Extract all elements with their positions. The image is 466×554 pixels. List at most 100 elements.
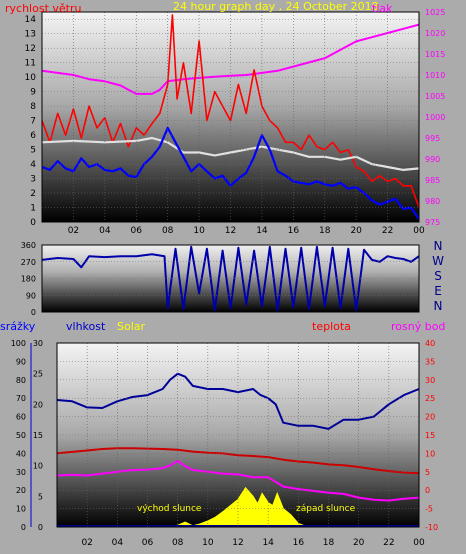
humidity-y-tick-label: 20 xyxy=(33,400,43,409)
x-tick-label: 18 xyxy=(319,226,331,236)
wind-y-tick-label: 8 xyxy=(30,102,36,112)
pressure-y-tick-label: 1010 xyxy=(425,71,445,80)
rain-y-tick-label: 40 xyxy=(16,449,26,458)
wind-y-tick-label: 10 xyxy=(25,73,37,83)
wind-direction-line xyxy=(41,245,420,312)
direction-y-tick-label: 0 xyxy=(31,308,36,317)
rain-y-tick-label: 30 xyxy=(16,468,26,477)
weather-plot-border xyxy=(56,342,420,528)
x-tick-label: 10 xyxy=(193,226,205,236)
dewpoint-line xyxy=(56,459,420,502)
solar-area xyxy=(171,486,308,528)
compass-label: N xyxy=(434,239,443,253)
x-tick-label: 06 xyxy=(142,538,154,548)
wind-y-tick-label: 9 xyxy=(30,88,36,98)
compass-label: S xyxy=(434,269,442,283)
temperature-y-tick-label: 30 xyxy=(425,376,435,385)
temperature-y-tick-label: 40 xyxy=(425,339,435,348)
humidity-label: vlhkost xyxy=(66,320,106,333)
direction-y-tick-label: 180 xyxy=(21,275,36,284)
pressure-y-tick-label: 980 xyxy=(425,197,440,206)
compass-label: N xyxy=(434,299,443,313)
pressure-y-tick-label: 975 xyxy=(425,218,440,227)
x-tick-label: 22 xyxy=(383,538,394,548)
wind-average-line xyxy=(41,136,420,171)
wind-y-tick-label: 12 xyxy=(25,44,36,54)
sunrise-annotation: východ slunce xyxy=(137,504,202,514)
temperature-y-tick-label: 0 xyxy=(425,486,430,495)
wind-y-tick-label: 2 xyxy=(30,189,36,199)
wind-y-tick-label: 7 xyxy=(30,117,36,127)
pressure-y-tick-label: 1025 xyxy=(425,8,445,17)
temperature-y-tick-label: 10 xyxy=(425,449,435,458)
x-tick-label: 16 xyxy=(288,226,300,236)
x-tick-label: 14 xyxy=(256,226,268,236)
humidity-line xyxy=(56,372,420,430)
rain-y-tick-label: 90 xyxy=(16,357,26,366)
pressure-label: tlak xyxy=(372,2,393,15)
x-tick-label: 06 xyxy=(131,226,143,236)
wind-speed-line xyxy=(41,126,420,220)
x-tick-label: 22 xyxy=(382,226,393,236)
pressure-y-tick-label: 1000 xyxy=(425,113,445,122)
x-tick-label: 14 xyxy=(262,538,274,548)
solar-label: Solar xyxy=(117,320,146,333)
humidity-y-tick-label: 15 xyxy=(33,431,43,440)
wind-y-tick-label: 5 xyxy=(30,146,36,156)
pressure-y-tick-label: 1020 xyxy=(425,29,445,38)
humidity-y-tick-label: 10 xyxy=(33,462,43,471)
rain-y-tick-label: 80 xyxy=(16,376,26,385)
pressure-y-tick-label: 990 xyxy=(425,155,440,164)
x-tick-label: 20 xyxy=(353,538,365,548)
x-tick-label: 04 xyxy=(99,226,111,236)
rain-y-tick-label: 100 xyxy=(11,339,26,348)
x-tick-label: 08 xyxy=(162,226,174,236)
x-tick-label: 08 xyxy=(172,538,184,548)
direction-y-tick-label: 270 xyxy=(21,258,36,267)
temperature-y-tick-label: 5 xyxy=(425,468,430,477)
temperature-y-tick-label: -5 xyxy=(425,505,433,514)
wind-y-tick-label: 0 xyxy=(30,218,36,228)
humidity-y-tick-label: 25 xyxy=(33,370,43,379)
temperature-label: teplota xyxy=(312,320,351,333)
rain-y-tick-label: 60 xyxy=(16,413,26,422)
temperature-y-tick-label: 25 xyxy=(425,394,435,403)
rain-label: srážky xyxy=(0,320,36,333)
humidity-y-tick-label: 5 xyxy=(38,492,43,501)
rain-y-tick-label: 10 xyxy=(16,505,26,514)
pressure-y-tick-label: 1015 xyxy=(425,50,445,59)
rain-y-tick-label: 50 xyxy=(16,431,26,440)
direction-y-tick-label: 90 xyxy=(26,291,36,300)
wind-y-tick-label: 6 xyxy=(30,131,36,141)
humidity-y-tick-label: 0 xyxy=(38,523,43,532)
temperature-y-tick-label: 20 xyxy=(425,413,435,422)
wind-y-tick-label: 14 xyxy=(25,15,37,25)
x-tick-label: 20 xyxy=(350,226,362,236)
x-tick-label: 12 xyxy=(225,226,236,236)
x-tick-label: 18 xyxy=(323,538,335,548)
wind-y-tick-label: 1 xyxy=(30,204,36,214)
wind-speed-label: rychlost větru xyxy=(5,2,81,15)
compass-label: W xyxy=(432,254,444,268)
rain-y-tick-label: 20 xyxy=(16,486,26,495)
sunset-annotation: západ slunce xyxy=(296,504,356,514)
pressure-y-tick-label: 1005 xyxy=(425,92,445,101)
direction-plot-border xyxy=(41,244,420,313)
pressure-y-tick-label: 995 xyxy=(425,134,440,143)
x-tick-label: 02 xyxy=(68,226,79,236)
x-tick-label: 16 xyxy=(293,538,305,548)
x-tick-label: 02 xyxy=(81,538,92,548)
humidity-y-tick-label: 30 xyxy=(33,339,43,348)
wind-y-tick-label: 3 xyxy=(30,175,36,185)
x-tick-label: 00 xyxy=(413,538,425,548)
chart-title: 24 hour graph day , 24 October 2018 xyxy=(173,0,379,13)
pressure-y-tick-label: 985 xyxy=(425,176,440,185)
rain-y-tick-label: 70 xyxy=(16,394,26,403)
wind-y-tick-label: 11 xyxy=(25,59,36,69)
wind-y-tick-label: 4 xyxy=(30,160,36,170)
pressure-line xyxy=(41,23,420,95)
temperature-y-tick-label: -10 xyxy=(425,523,438,532)
temperature-y-tick-label: 15 xyxy=(425,431,435,440)
wind-y-tick-label: 13 xyxy=(25,30,36,40)
dewpoint-label: rosný bod xyxy=(391,320,445,333)
